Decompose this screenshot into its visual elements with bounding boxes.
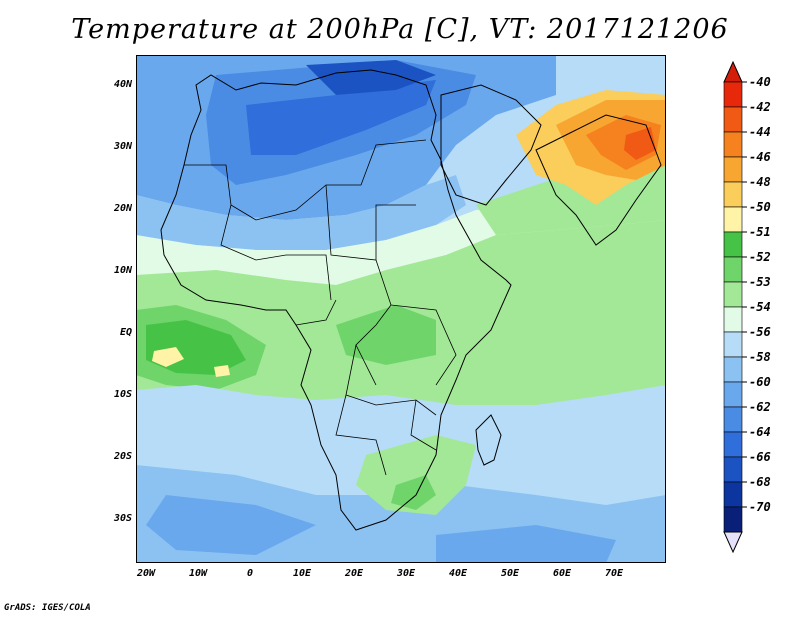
colorbar-label: -51 xyxy=(749,225,771,239)
lon-label: 60E xyxy=(552,568,572,579)
lon-label: 0 xyxy=(246,568,254,579)
lat-label: EQ xyxy=(119,327,132,338)
field-patch-50-b xyxy=(214,365,230,377)
colorbar-swatch xyxy=(723,256,743,283)
lon-label: 20E xyxy=(344,568,364,579)
colorbar-swatch xyxy=(723,406,743,433)
colorbar-swatch xyxy=(723,181,743,208)
lon-label: 20W xyxy=(136,568,156,579)
lat-label: 20S xyxy=(113,451,132,462)
colorbar-over-arrow xyxy=(723,60,743,83)
colorbar-swatch xyxy=(723,306,743,333)
lat-label: 10N xyxy=(113,265,132,276)
colorbar: -40 -42 -44 -46 -48 -50 -51 -52 -53 -54 -56 -58 -60 -… xyxy=(722,60,792,560)
colorbar-label: -66 xyxy=(749,450,771,464)
colorbar-label: -46 xyxy=(749,150,771,164)
lon-label: 10E xyxy=(292,568,312,579)
colorbar-swatch xyxy=(723,456,743,483)
field-patch-50 xyxy=(152,347,184,367)
country-borders xyxy=(184,139,457,476)
colorbar-label: -64 xyxy=(749,425,771,439)
lat-label: 30N xyxy=(113,141,132,152)
colorbar-label: -53 xyxy=(749,275,771,289)
colorbar-swatch xyxy=(723,106,743,133)
colorbar-label: -54 xyxy=(749,300,771,314)
lat-label: 30S xyxy=(113,513,132,524)
colorbar-label: -50 xyxy=(749,200,771,214)
colorbar-swatch xyxy=(723,381,743,408)
colorbar-label: -62 xyxy=(749,400,771,414)
colorbar-label: -58 xyxy=(749,350,771,364)
colorbar-swatch xyxy=(723,231,743,258)
field-south-africa-green xyxy=(356,435,476,515)
lon-label: 50E xyxy=(500,568,520,579)
map-border xyxy=(136,55,666,563)
field-south-africa-52 xyxy=(391,475,436,510)
colorbar-swatch xyxy=(723,206,743,233)
colorbar-label: -42 xyxy=(749,100,771,114)
colorbar-swatch xyxy=(723,331,743,358)
map-title: Temperature at 200hPa [C], VT: 201712120… xyxy=(71,14,729,45)
temperature-map xyxy=(131,55,666,568)
field-south-60 xyxy=(146,495,316,555)
field-band-58 xyxy=(136,175,466,250)
colorbar-label: -56 xyxy=(749,325,771,339)
lon-label: 70E xyxy=(604,568,624,579)
colorbar-label: -44 xyxy=(749,125,771,139)
lon-label: 30E xyxy=(396,568,416,579)
lat-label: 10S xyxy=(113,389,132,400)
colorbar-label: -68 xyxy=(749,475,771,489)
colorbar-swatch xyxy=(723,356,743,383)
map-canvas xyxy=(131,55,666,568)
colorbar-swatch xyxy=(723,156,743,183)
field-band-52-b xyxy=(336,305,436,365)
colorbar-swatch xyxy=(723,81,743,108)
colorbar-swatch xyxy=(723,481,743,508)
field-cold-core-3 xyxy=(306,60,436,95)
colorbar-canvas: -40 -42 -44 -46 -48 -50 -51 -52 -53 -54 -56 -58 -60 -… xyxy=(723,60,771,554)
colorbar-label: -70 xyxy=(749,500,771,514)
lon-label: 40E xyxy=(448,568,468,579)
colorbar-swatch xyxy=(723,131,743,158)
field-cold-core-2 xyxy=(246,80,436,155)
credit-text: GrADS: IGES/COLA xyxy=(4,603,91,613)
colorbar-swatch xyxy=(723,281,743,308)
colorbar-swatch xyxy=(723,506,743,533)
colorbar-label: -48 xyxy=(749,175,771,189)
lat-label: 20N xyxy=(113,203,132,214)
colorbar-swatch xyxy=(723,431,743,458)
colorbar-label: -52 xyxy=(749,250,771,264)
lat-label: 40N xyxy=(113,79,132,90)
colorbar-under-arrow xyxy=(723,531,743,554)
colorbar-label: -40 xyxy=(749,75,771,89)
field-warm-42 xyxy=(624,127,656,160)
field-south-60-b xyxy=(436,525,616,563)
lon-label: 10W xyxy=(188,568,208,579)
coastlines xyxy=(160,69,662,531)
colorbar-label: -60 xyxy=(749,375,771,389)
